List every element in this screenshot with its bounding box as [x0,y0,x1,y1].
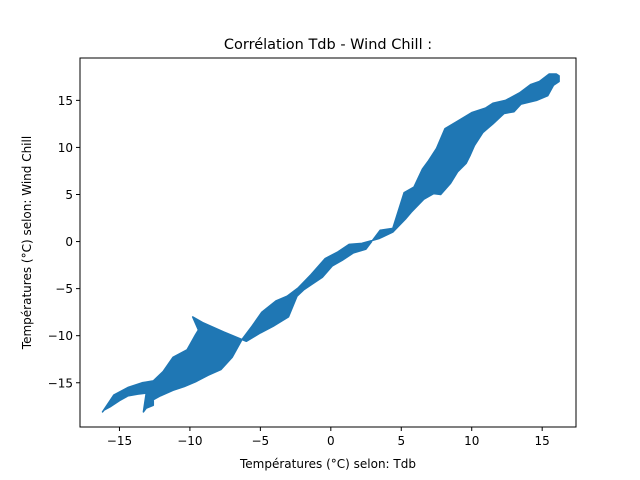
x-ticks: −15 −10 −5 0 5 10 15 [107,427,550,448]
x-tick-label: 0 [327,434,335,448]
x-axis-label: Températures (°C) selon: Tdb [239,457,416,471]
axes-frame [79,57,577,428]
y-tick-label: −10 [48,329,73,343]
x-tick-label: −5 [252,434,270,448]
series-layer [101,73,560,413]
x-tick-label: −15 [107,434,132,448]
y-tick-label: 0 [65,235,73,249]
chart-title: Corrélation Tdb - Wind Chill : [224,37,432,53]
x-tick-label: 5 [397,434,405,448]
y-tick-label: 5 [65,188,73,202]
y-ticks: −15 −10 −5 0 5 10 15 [48,94,80,390]
y-tick-label: −5 [55,282,73,296]
x-tick-label: 10 [464,434,479,448]
series-band-0 [101,73,560,413]
y-tick-label: 10 [58,141,73,155]
x-tick-label: −10 [177,434,202,448]
y-axis-label: Températures (°C) selon: Wind Chill [20,136,34,350]
y-tick-label: 15 [58,94,73,108]
y-tick-label: −15 [48,376,73,390]
x-tick-label: 15 [535,434,550,448]
